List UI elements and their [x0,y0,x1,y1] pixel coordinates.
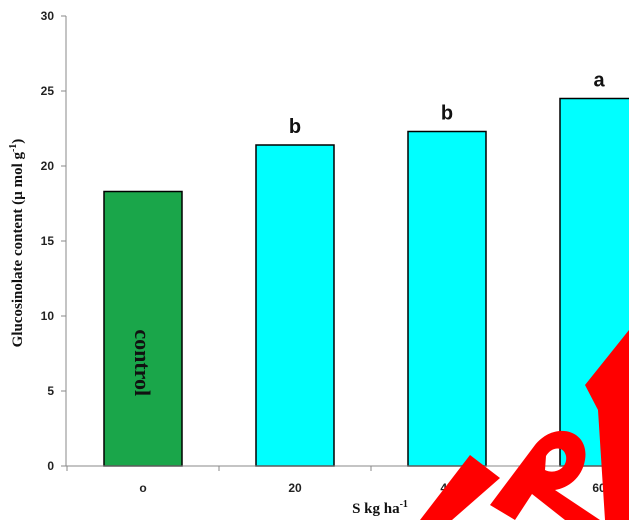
y-tick-label: 25 [41,84,55,98]
x-tick-label: o [139,481,146,495]
x-axis-title: S kg ha-1 [352,499,408,517]
y-tick-label: 0 [47,459,54,473]
bar-20 [255,144,335,467]
x-tick-label: 20 [288,481,302,495]
significance-label: b [289,116,301,138]
watermark-stroke-2 [490,430,600,520]
y-tick-label: 30 [41,9,55,23]
x-tick-label: 60 [592,481,606,495]
bar-inside-label: control [130,329,155,396]
watermark-stroke-3 [585,330,629,520]
y-axis-title: Glucosinolate content (µ mol g-1) [8,139,26,348]
y-tick-label: 20 [41,159,55,173]
bar-40 [407,130,487,467]
bars: control b b a [103,70,629,467]
watermark-stroke-1 [420,455,500,520]
red-watermark-overlay [420,330,629,520]
y-tick-label: 15 [41,234,55,248]
y-tick-label: 5 [47,384,54,398]
significance-label: a [593,70,605,92]
y-axis-ticks: 0 5 10 15 20 25 30 [41,9,66,473]
significance-label: b [441,103,453,125]
y-tick-label: 10 [41,309,55,323]
